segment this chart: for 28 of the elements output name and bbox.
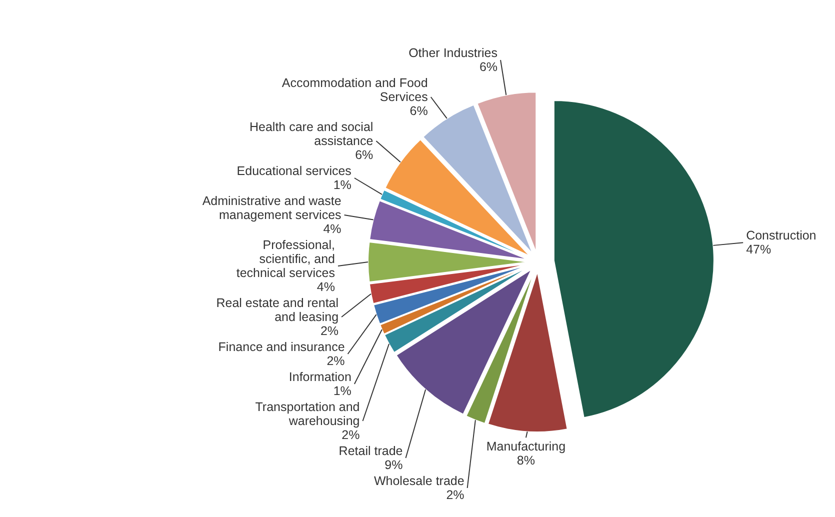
data-label: 2% [446,488,464,502]
data-label: 2% [326,354,345,368]
slice-label: Transportation and warehousing [255,400,360,428]
data-label: 6% [355,148,374,162]
slice-label: Information [288,370,352,384]
data-label: 6% [410,104,428,118]
slice-label: Educational services [236,164,352,178]
data-label: 4% [316,280,335,294]
slice-label: Other Industries [408,46,498,60]
slice-label: Accommodation and Food Services [282,76,428,104]
slice-label: Wholesale trade [374,474,464,488]
data-label: 2% [342,428,360,442]
slice-label: Construction [746,228,816,243]
slice-label: Health care and social assistance [250,120,374,148]
slice-label: Manufacturing [486,440,566,454]
slice-label: Retail trade [338,444,403,458]
data-label: 2% [320,324,339,338]
slice-label: Finance and insurance [218,340,345,354]
data-label: 8% [516,454,535,468]
data-label: 9% [384,458,403,472]
data-label: 1% [333,178,352,192]
data-label: 6% [479,60,498,74]
slice-label: Professional, scientific, and technical services [236,238,336,280]
slice-label: Real estate and rental and leasing [216,296,339,324]
data-label: 47% [746,242,772,257]
data-label: 1% [333,384,352,398]
data-label: 4% [323,222,342,236]
slice-label: Administrative and waste management services [202,194,342,222]
